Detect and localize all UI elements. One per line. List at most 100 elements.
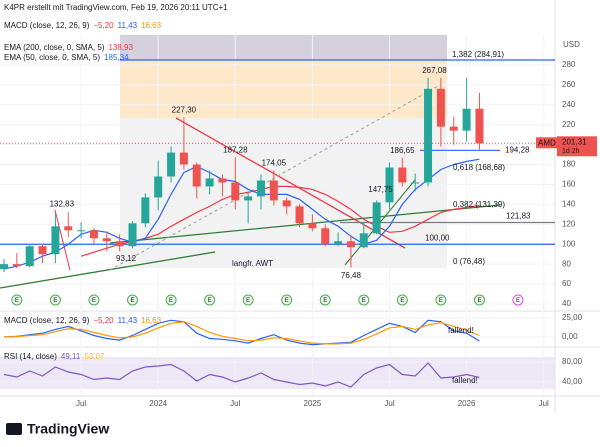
candle-body xyxy=(102,238,111,242)
last-price-label: 201,31 xyxy=(562,137,587,146)
price-annotation: 93,12 xyxy=(116,254,137,263)
candle-body xyxy=(231,182,240,201)
earnings-label: E xyxy=(92,298,96,304)
legend-reading: −5,20 xyxy=(93,316,114,325)
earnings-icon xyxy=(319,294,331,306)
x-tick-label: Jul xyxy=(76,399,86,408)
candle-body xyxy=(385,167,394,203)
candle-body xyxy=(89,230,98,239)
fib-zones xyxy=(0,35,555,389)
candle-body xyxy=(141,197,150,224)
legend-name: MACD (close, 12, 26, 9) xyxy=(4,316,90,325)
y-tick-label: 80 xyxy=(562,259,571,268)
legend-text: EMA (50, close, 0, SMA, 5) 185,34 xyxy=(4,53,129,62)
candle-body xyxy=(192,164,201,187)
candle-body xyxy=(167,152,176,177)
y-tick-label: 280 xyxy=(562,60,576,69)
level-label: 194,28 xyxy=(505,145,530,154)
candle-body xyxy=(77,230,86,232)
legend-reading: 138,93 xyxy=(108,43,133,52)
y-tick-label: 180 xyxy=(562,160,576,169)
earnings-icon xyxy=(204,294,216,306)
legend-reading: 185,34 xyxy=(104,53,129,62)
y-tick-label: 100 xyxy=(562,239,576,248)
earnings-icon xyxy=(512,294,524,306)
fib-zone xyxy=(120,60,447,118)
legend-reading: 49,11 xyxy=(61,352,81,361)
candle-body xyxy=(346,241,355,248)
candle-body xyxy=(411,182,420,184)
candle-body xyxy=(0,264,8,270)
candle-body xyxy=(282,200,291,207)
candle-body xyxy=(321,228,330,245)
trend-line xyxy=(0,251,216,289)
legend-name: EMA (50, close, 0, SMA, 5) xyxy=(4,53,100,62)
y-tick-label: 80,00 xyxy=(562,357,583,366)
trend-lines xyxy=(0,84,501,289)
candle-body xyxy=(257,180,265,197)
trend-line xyxy=(54,209,71,271)
earnings-label: E xyxy=(285,298,289,304)
price-annotation: 187,28 xyxy=(223,145,248,154)
x-tick-label: 2025 xyxy=(304,399,322,408)
candle-body xyxy=(372,202,381,234)
candle-body xyxy=(115,241,124,247)
candle-body xyxy=(154,176,163,198)
chart-note: 0 (76,48) xyxy=(453,257,485,266)
price-annotation: 227,30 xyxy=(172,106,197,115)
legend-text: MACD (close, 12, 26, 9) −5,20 11,43 16,63 xyxy=(4,316,162,325)
legend-reading: 53,07 xyxy=(84,352,105,361)
legend-text: RSI (14, close) 49,11 53,07 xyxy=(4,352,105,361)
candle-body xyxy=(205,178,214,187)
price-annotation: 132,83 xyxy=(50,200,75,209)
chart-note: 0,382 (131,39) xyxy=(453,200,505,209)
candle-body xyxy=(64,226,73,231)
candle-body xyxy=(334,241,343,245)
candle-body xyxy=(179,152,188,165)
legend-name: RSI (14, close) xyxy=(4,352,57,361)
currency: USD xyxy=(563,40,580,49)
level-label: 121,83 xyxy=(506,212,531,221)
earnings-label: E xyxy=(169,298,173,304)
series-line xyxy=(80,185,480,257)
earnings-label: E xyxy=(15,298,19,304)
series-line xyxy=(3,158,480,270)
y-tick-label: 260 xyxy=(562,80,576,89)
price-annotation: 147,75 xyxy=(368,185,393,194)
y-tick-label: 25,00 xyxy=(562,313,583,322)
candle-body xyxy=(218,178,227,183)
series-line xyxy=(3,319,480,346)
earnings-label: E xyxy=(246,298,250,304)
y-tick-label: 60 xyxy=(562,279,571,288)
countdown: 1d 2h xyxy=(562,148,580,155)
candle-body xyxy=(449,126,458,131)
candle-body xyxy=(436,88,445,127)
logo: TradingView xyxy=(6,421,109,437)
x-tick-label: Jul xyxy=(230,399,240,408)
price-annotation: 267,08 xyxy=(422,66,447,75)
candle-body xyxy=(359,233,368,248)
earnings-label: E xyxy=(439,298,443,304)
candle-body xyxy=(12,264,21,267)
earnings-label: E xyxy=(208,298,212,304)
legend-reading: 11,43 xyxy=(118,21,138,30)
y-tick-label: 40 xyxy=(562,299,571,308)
earnings-icon xyxy=(473,294,485,306)
earnings-icon xyxy=(281,294,293,306)
level-label: 100,00 xyxy=(425,233,450,242)
earnings-icon xyxy=(396,294,408,306)
candle-body xyxy=(475,108,484,144)
y-tick-label: 240 xyxy=(562,100,576,109)
earnings-icon xyxy=(165,294,177,306)
legend-reading: 11,43 xyxy=(118,316,138,325)
earnings-label: E xyxy=(400,298,404,304)
earnings-label: E xyxy=(362,298,366,304)
legend-reading: 16,63 xyxy=(141,316,162,325)
trend-line xyxy=(175,117,406,249)
candle-body xyxy=(462,108,471,131)
earnings-icon xyxy=(11,294,23,306)
legend-reading: 16,63 xyxy=(141,21,162,30)
y-tick-label: 0,00 xyxy=(562,332,578,341)
y-tick-label: 140 xyxy=(562,199,576,208)
fib-zone xyxy=(120,35,447,60)
